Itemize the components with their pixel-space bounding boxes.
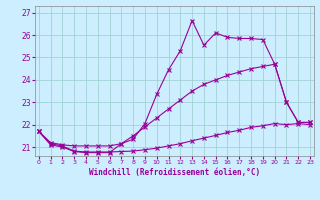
X-axis label: Windchill (Refroidissement éolien,°C): Windchill (Refroidissement éolien,°C): [89, 168, 260, 177]
